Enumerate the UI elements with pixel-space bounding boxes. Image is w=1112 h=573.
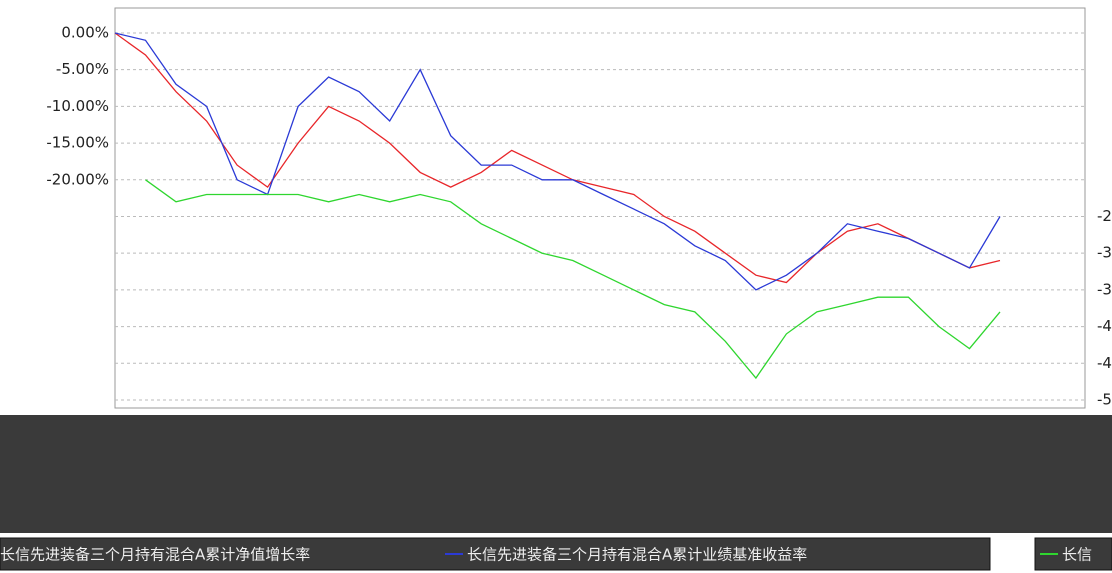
y-tick-label: 0.00% bbox=[61, 23, 109, 41]
y-tick-label: -10.00% bbox=[46, 97, 109, 115]
y-tick-label: -45.00% bbox=[1097, 354, 1112, 372]
x-axis-band bbox=[0, 415, 1112, 533]
legend-label: 长信先进装备三个月持有混合A累计业绩基准收益率 bbox=[467, 546, 807, 564]
y-tick-label: -35.00% bbox=[1097, 280, 1112, 298]
series-line bbox=[146, 180, 1001, 378]
y-tick-label: -25.00% bbox=[1097, 207, 1112, 225]
plot-frame bbox=[115, 8, 1085, 408]
y-tick-label: -5.00% bbox=[56, 60, 109, 78]
series-line bbox=[115, 33, 1000, 290]
y-tick-label: -20.00% bbox=[46, 170, 109, 188]
y-tick-label: -15.00% bbox=[46, 134, 109, 152]
y-tick-label: -30.00% bbox=[1097, 244, 1112, 262]
y-tick-label: -40.00% bbox=[1097, 317, 1112, 335]
legend-label: 长信先进装备三个月持有混合A累计净值增长率 bbox=[0, 546, 310, 564]
series-line bbox=[115, 33, 1000, 283]
chart: 0.00% -5.00% -10.00% -15.00% -20.00% -25.00% -… bbox=[0, 0, 1112, 573]
legend-label: 长信 bbox=[1062, 546, 1092, 564]
y-tick-label: -50.00% bbox=[1097, 391, 1112, 409]
